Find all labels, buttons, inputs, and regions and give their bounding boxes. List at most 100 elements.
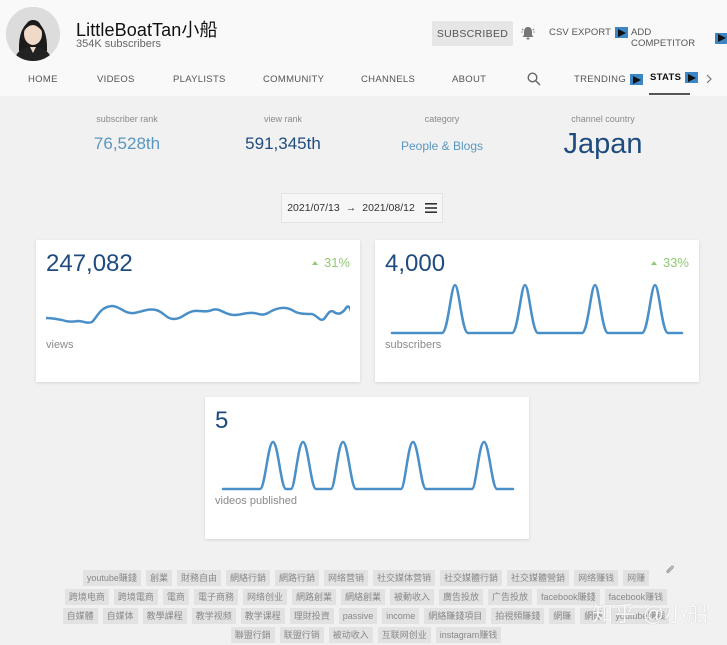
play-badge-icon bbox=[630, 74, 644, 85]
tag-list: youtube賺錢 創業 財務自由 網絡行銷 網路行銷 网络营销 社交媒体营销 社交媒體行銷社… bbox=[60, 570, 672, 643]
tag[interactable]: 联盟行销 bbox=[279, 627, 324, 643]
tag[interactable]: 財務自由 bbox=[176, 570, 221, 586]
active-tab-indicator bbox=[649, 93, 690, 95]
chevron-right-icon[interactable] bbox=[704, 73, 714, 85]
tag[interactable]: 自媒體 bbox=[62, 608, 98, 624]
csv-export-button[interactable]: CSV EXPORT bbox=[549, 27, 629, 38]
tag[interactable]: 跨境電商 bbox=[113, 589, 158, 605]
subscribers-change: 33% bbox=[650, 255, 689, 270]
tag[interactable]: youtube賺錢 bbox=[82, 570, 141, 586]
tag[interactable]: youtube赚钱 bbox=[611, 608, 670, 624]
subscribers-change-value: 33% bbox=[662, 255, 689, 270]
subscribers-label: subscribers bbox=[385, 339, 442, 351]
tab-about[interactable]: ABOUT bbox=[452, 74, 487, 85]
tag[interactable]: 理財投資 bbox=[289, 608, 334, 624]
tag[interactable]: 社交媒体营销 bbox=[373, 570, 436, 586]
date-range-picker[interactable]: 2021/07/13 → 2021/08/12 bbox=[281, 193, 443, 223]
subscriber-count: 354K subscribers bbox=[76, 38, 161, 50]
tag[interactable]: 网络赚钱 bbox=[574, 570, 619, 586]
channel-nav: HOME VIDEOS PLAYLISTS COMMUNITY CHANNELS… bbox=[0, 63, 727, 96]
category-stat: category People & Blogs bbox=[362, 114, 522, 153]
tag[interactable]: 教學課程 bbox=[142, 608, 187, 624]
tag[interactable]: 网络营销 bbox=[324, 570, 369, 586]
avatar-image bbox=[6, 7, 60, 61]
date-end: 2021/08/12 bbox=[362, 202, 415, 214]
views-card: 247,082 31% views bbox=[36, 240, 360, 382]
category-label: category bbox=[424, 114, 460, 124]
tag[interactable]: 創業 bbox=[145, 570, 172, 586]
view-rank-value: 591,345th bbox=[245, 134, 321, 153]
tag[interactable]: income bbox=[382, 608, 420, 624]
tag[interactable]: 网赚 bbox=[623, 570, 650, 586]
tag[interactable]: 网络创业 bbox=[242, 589, 287, 605]
tag[interactable]: facebook賺錢 bbox=[537, 589, 600, 605]
tab-stats[interactable]: STATS bbox=[650, 72, 699, 83]
play-badge-icon bbox=[615, 27, 629, 38]
tab-community[interactable]: COMMUNITY bbox=[263, 74, 325, 85]
add-competitor-button[interactable]: ADD COMPETITOR bbox=[631, 27, 727, 49]
tag[interactable]: 網絡行銷 bbox=[225, 570, 270, 586]
tag[interactable]: 自媒体 bbox=[102, 608, 138, 624]
subscribed-button[interactable]: SUBSCRIBED bbox=[432, 21, 513, 46]
tag[interactable]: 電商 bbox=[162, 589, 189, 605]
videos-label: videos published bbox=[215, 495, 297, 507]
view-rank-label: view rank bbox=[263, 114, 302, 124]
tag[interactable]: 被动收入 bbox=[328, 627, 373, 643]
subscribers-card: 4,000 33% subscribers bbox=[375, 240, 699, 382]
tab-channels[interactable]: CHANNELS bbox=[361, 74, 416, 85]
tag[interactable]: 電子商務 bbox=[193, 589, 238, 605]
watermark: 知乎 @小船 bbox=[592, 603, 710, 626]
paperclip-icon[interactable] bbox=[664, 563, 676, 575]
subscribers-sparkline bbox=[390, 283, 684, 335]
tag[interactable]: 網賺 bbox=[549, 608, 576, 624]
arrow-right-icon: → bbox=[345, 202, 357, 214]
tab-home[interactable]: HOME bbox=[28, 74, 58, 85]
tab-videos[interactable]: VIDEOS bbox=[97, 74, 135, 85]
search-icon[interactable] bbox=[527, 72, 541, 86]
views-total: 247,082 bbox=[46, 250, 133, 277]
view-rank-stat: view rank 591,345th bbox=[203, 114, 363, 154]
views-label: views bbox=[46, 339, 74, 351]
avatar[interactable] bbox=[6, 7, 60, 61]
tag[interactable]: 網路創業 bbox=[291, 589, 336, 605]
category-value[interactable]: People & Blogs bbox=[400, 139, 484, 153]
subscribers-total: 4,000 bbox=[385, 250, 446, 277]
play-badge-icon bbox=[715, 32, 727, 44]
channel-country-value: Japan bbox=[563, 128, 643, 160]
tab-playlists[interactable]: PLAYLISTS bbox=[173, 74, 226, 85]
subscriber-rank-stat: subscriber rank 76,528th bbox=[47, 114, 207, 154]
csv-export-label: CSV EXPORT bbox=[549, 27, 612, 38]
tag[interactable]: 跨境电商 bbox=[64, 589, 109, 605]
subscriber-rank-label: subscriber rank bbox=[96, 114, 158, 124]
tag[interactable]: 網絡創業 bbox=[340, 589, 385, 605]
tab-trending[interactable]: TRENDING bbox=[574, 74, 644, 85]
tag[interactable]: instagram赚钱 bbox=[435, 627, 502, 643]
views-sparkline bbox=[46, 304, 350, 324]
tag[interactable]: passive bbox=[338, 608, 378, 624]
videos-card: 5 videos published bbox=[205, 397, 529, 539]
tag[interactable]: 广告投放 bbox=[488, 589, 533, 605]
channel-country-stat: channel country Japan bbox=[523, 114, 683, 161]
tag[interactable]: 拍視頻賺錢 bbox=[491, 608, 545, 624]
tag[interactable]: 廣告投放 bbox=[439, 589, 484, 605]
tab-stats-label: STATS bbox=[650, 72, 682, 83]
tag[interactable]: 網路行銷 bbox=[274, 570, 319, 586]
tag[interactable]: 教学课程 bbox=[240, 608, 285, 624]
tag[interactable]: 社交媒體行銷 bbox=[440, 570, 503, 586]
tag[interactable]: 互联网创业 bbox=[377, 627, 431, 643]
tag[interactable]: 網絡賺錢項目 bbox=[424, 608, 487, 624]
tag[interactable]: 被動收入 bbox=[390, 589, 435, 605]
date-start: 2021/07/13 bbox=[287, 202, 340, 214]
tag[interactable]: 網賺 bbox=[580, 608, 607, 624]
tab-trending-label: TRENDING bbox=[574, 74, 627, 85]
tag[interactable]: 聯盟行銷 bbox=[230, 627, 275, 643]
channel-name: LittleBoatTan小船 bbox=[76, 20, 218, 40]
tag[interactable]: 社交媒體營銷 bbox=[507, 570, 570, 586]
bell-icon[interactable] bbox=[520, 25, 536, 41]
views-change: 31% bbox=[311, 255, 350, 270]
subscriber-rank-value: 76,528th bbox=[93, 134, 161, 153]
menu-icon[interactable] bbox=[424, 203, 437, 213]
tag[interactable]: facebook赚钱 bbox=[604, 589, 668, 605]
tag[interactable]: 教学视频 bbox=[191, 608, 236, 624]
play-badge-icon bbox=[685, 72, 699, 83]
